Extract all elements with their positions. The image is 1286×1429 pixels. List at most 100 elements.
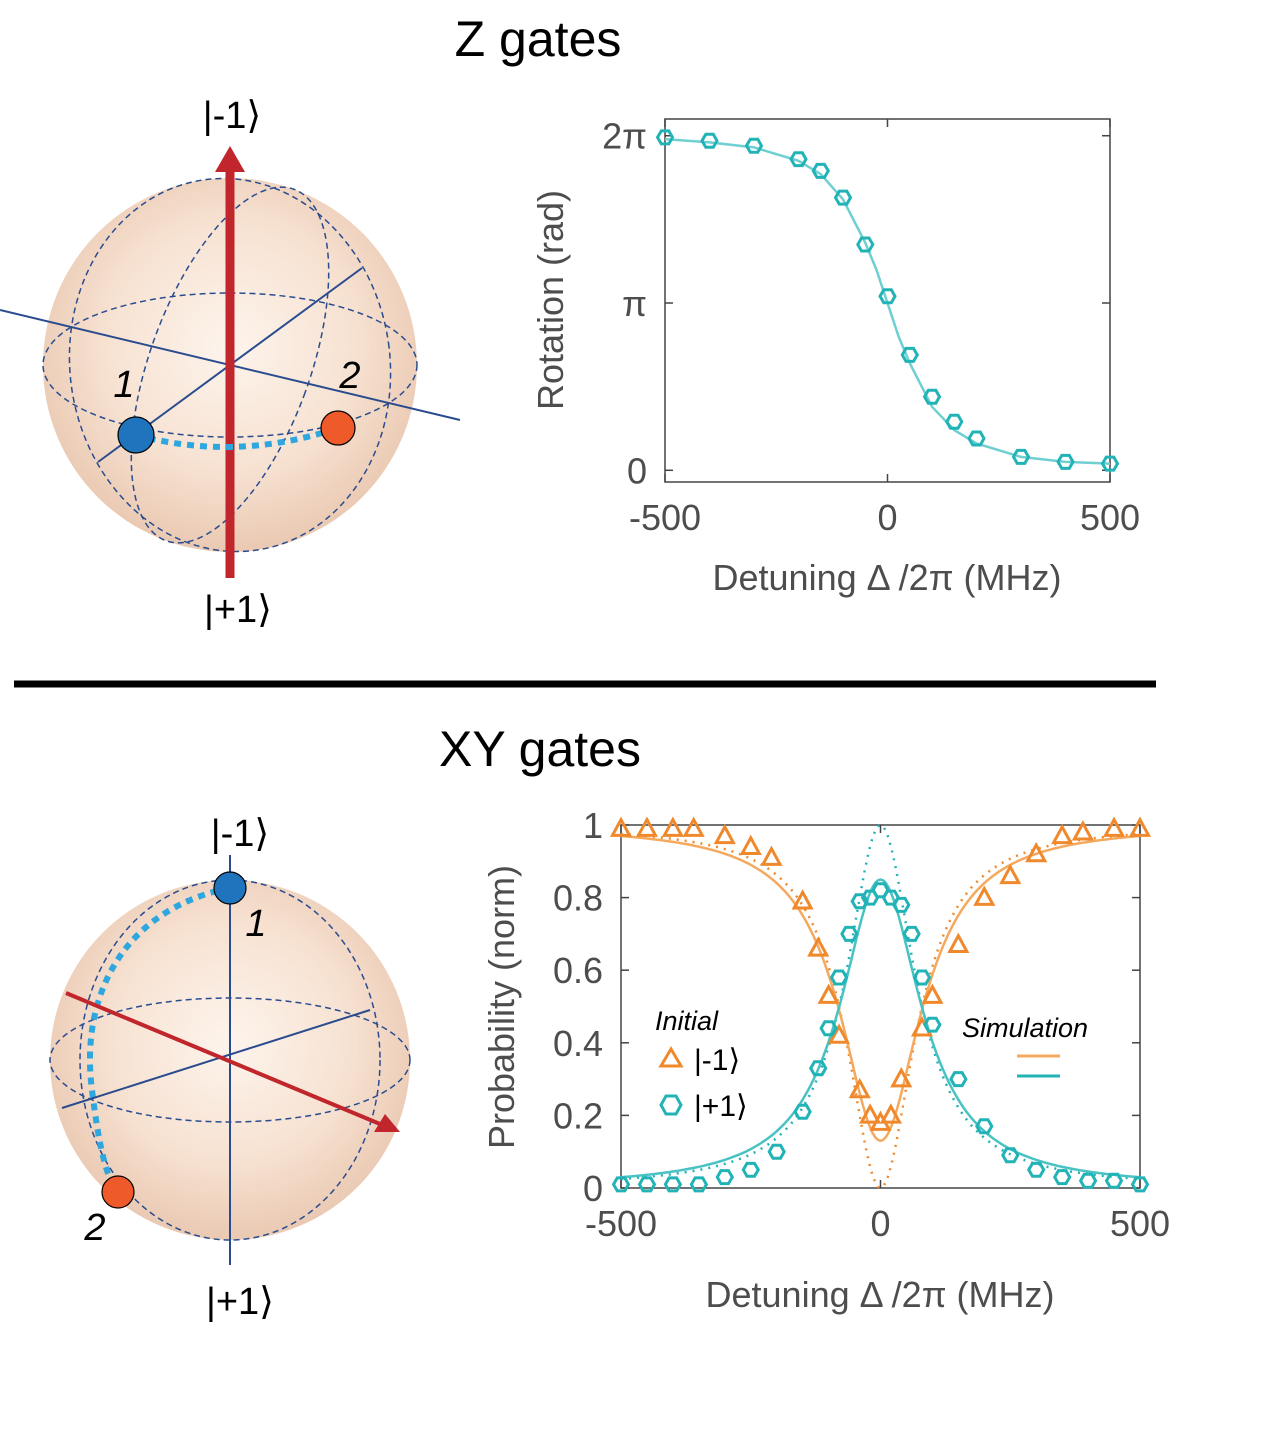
point-2-label: 2 [83,1207,105,1249]
minus-one-data-point [760,845,783,866]
minus-one-data-point [635,816,659,837]
plus-one-data-point [1130,1176,1150,1193]
rotation-data-point [1011,448,1031,465]
minus-one-data-point [921,983,944,1004]
rotation-data-point [744,137,764,154]
rotation-data-point [967,430,986,447]
plus-one-data-point [1026,1161,1046,1178]
minus-one-data-point [827,1023,851,1044]
plus-one-data-point [715,1169,735,1186]
minus-one-data-point [682,816,705,837]
rotation-data-point [1100,455,1120,472]
y-tick-label: 1 [583,805,603,846]
minus-one-data-point [1025,841,1048,863]
minus-one-data-point [879,1103,902,1124]
legend-title: Simulation [962,1013,1088,1043]
minus-one-data-point [1128,816,1152,837]
plus-one-sim-curve [620,878,1141,1179]
rotation-axis-arrowhead [215,146,245,172]
plus-one-data-point [1078,1172,1098,1189]
minus-one-data-point [999,863,1022,885]
probability-chart: Probability (norm) Detuning Δ /2π (MHz) … [481,805,1170,1315]
start-point [213,871,247,905]
state-plus-one-label: |+1⟩ [206,1281,274,1323]
x-tick-label: -500 [585,1203,657,1244]
y-tick-label: 2π [602,116,647,157]
plus-one-data-point [767,1143,786,1160]
x-axis-label: Detuning Δ /2π (MHz) [713,557,1062,598]
minus-one-data-point [1071,820,1094,841]
rotation-data-point [789,151,808,168]
state-minus-one-label: |-1⟩ [211,813,269,855]
minus-one-data-point [661,816,684,837]
rotation-data-point [811,162,831,179]
y-tick-label: 0.2 [553,1095,603,1136]
xy-gates-title: XY gates [439,721,641,777]
y-tick-label: 0 [627,450,647,491]
minus-one-data-point [791,889,814,910]
plus-one-data-point [808,1060,828,1077]
plus-one-data-point [975,1118,994,1135]
rotation-data-point [878,288,897,305]
plus-one-data-point [923,1016,942,1033]
point-1-label: 1 [113,364,134,406]
y-tick-label: 0.8 [553,878,603,919]
x-tick-label: 500 [1080,497,1140,538]
plus-one-data-point [637,1176,657,1193]
plus-one-sim-dotted [620,823,1141,1181]
y-tick-label: 0.4 [553,1023,603,1064]
minus-one-data-point [848,1077,871,1099]
sphere-meridian-1 [79,879,381,1241]
end-point [101,1175,135,1209]
legend-title: Initial [655,1006,719,1036]
rotation-axis-arrow [65,991,381,1126]
minus-one-data-point [973,885,996,906]
trajectory-path [86,885,231,1195]
x-tick-label: 0 [877,497,897,538]
simulation-legend: Simulation [962,1013,1088,1078]
plus-one-data-point [819,1020,838,1037]
legend-entry-plus-one: |+1⟩ [694,1090,748,1123]
minus-one-data-point [947,932,970,954]
y-tick-label: 0.6 [553,950,603,991]
plus-one-data-point [902,925,921,942]
legend-triangle-marker [658,1046,684,1068]
rotation-data-point [833,189,853,206]
point-1-label: 1 [245,903,266,945]
y-tick-label: 0 [583,1168,603,1209]
z-gates-title: Z gates [455,11,622,67]
plus-one-data-point [1001,1147,1020,1164]
rotation-data-point [922,388,942,405]
plus-one-data-point [689,1176,709,1193]
end-point [320,410,356,446]
legend-entry-minus-one: |-1⟩ [694,1044,740,1077]
y-tick-label: π [622,283,647,324]
point-2-label: 2 [338,355,360,397]
rotation-data-point [700,132,719,149]
minus-one-data-point [1102,816,1126,837]
plus-one-data-point [912,969,932,986]
minus-one-sim-curve [620,834,1141,1143]
minus-one-data-point [739,834,762,856]
minus-one-data-point [807,936,830,957]
minus-one-data-point [609,816,633,837]
plus-one-data-point [1104,1172,1124,1189]
x-tick-label: 500 [1110,1203,1170,1244]
rotation-data-point [945,413,964,430]
plus-one-data-point [892,896,911,913]
minus-one-data-point [859,1103,882,1124]
minus-one-data-point [890,1066,913,1088]
rotation-data-point [900,346,920,363]
x-tick-label: 0 [870,1203,890,1244]
rotation-data-point [1056,453,1075,470]
x-axis-label: Detuning Δ /2π (MHz) [706,1274,1055,1315]
x-tick-label: -500 [629,497,701,538]
plus-one-data-point [793,1103,812,1120]
start-point [117,416,155,454]
minus-one-data-point [817,983,840,1004]
state-minus-one-label: |-1⟩ [203,95,261,137]
plus-one-data-point [611,1176,631,1193]
initial-legend: Initial |-1⟩ |+1⟩ [655,1006,748,1123]
legend-hexagon-marker [659,1094,683,1116]
